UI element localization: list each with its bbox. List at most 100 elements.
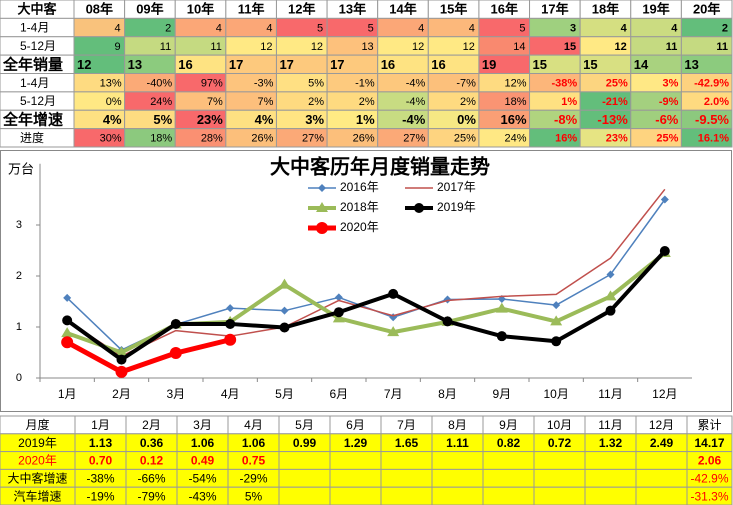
table-cell bbox=[686, 486, 733, 505]
cell-value: 0.75 bbox=[242, 454, 266, 468]
header-text: 11年 bbox=[238, 2, 265, 17]
cell-value: -31.3% bbox=[690, 489, 728, 503]
cell-value: 2 bbox=[165, 22, 171, 34]
header-text: 12月 bbox=[649, 418, 674, 432]
cell-value: 0.12 bbox=[140, 454, 164, 468]
legend-label: 2018年 bbox=[340, 200, 379, 214]
series-line bbox=[66, 188, 666, 357]
cell-value: 0.36 bbox=[140, 436, 164, 450]
marker bbox=[606, 270, 615, 279]
header-text: 10月 bbox=[547, 418, 572, 432]
cell-value: 2% bbox=[460, 96, 476, 108]
cell-value: 14.17 bbox=[694, 436, 724, 450]
header-text: 6月 bbox=[346, 418, 365, 432]
cell-value: 23% bbox=[606, 133, 628, 145]
marker bbox=[332, 312, 345, 323]
cell-value: 12 bbox=[615, 41, 627, 53]
cell-value: 5 bbox=[519, 22, 525, 34]
marker bbox=[387, 326, 400, 337]
cell-value: 4% bbox=[103, 112, 122, 127]
table-cell bbox=[482, 486, 535, 505]
table-cell bbox=[431, 468, 484, 488]
cell-value: 11 bbox=[210, 41, 221, 53]
cell-value: -9.5% bbox=[695, 112, 729, 127]
table-cell bbox=[635, 451, 688, 470]
y-tick-label: 1 bbox=[16, 321, 22, 333]
cell-value: 12 bbox=[260, 41, 272, 53]
marker bbox=[170, 318, 181, 329]
row-label: 1-4月 bbox=[20, 76, 49, 90]
table-cell bbox=[278, 468, 331, 488]
marker bbox=[169, 347, 182, 360]
header-text: 4月 bbox=[244, 418, 263, 432]
header-text: 15年 bbox=[440, 2, 467, 17]
cell-value: -7% bbox=[456, 78, 476, 90]
cell-value: 18% bbox=[505, 96, 527, 108]
marker bbox=[318, 184, 326, 192]
cell-value: 16% bbox=[555, 133, 577, 145]
cell-value: -66% bbox=[137, 471, 165, 485]
header-text: 09年 bbox=[136, 2, 163, 17]
header-text: 2月 bbox=[142, 418, 161, 432]
cell-value: 14 bbox=[634, 57, 649, 72]
marker bbox=[62, 315, 73, 326]
cell-value: 2.0% bbox=[704, 96, 729, 108]
header-text: 大中客 bbox=[17, 2, 57, 17]
table-cell bbox=[278, 486, 331, 505]
series-line bbox=[65, 337, 231, 375]
marker bbox=[224, 333, 237, 346]
cell-value: 1.11 bbox=[446, 436, 469, 450]
marker bbox=[115, 346, 128, 357]
cell-value: 0.49 bbox=[191, 454, 215, 468]
marker bbox=[61, 336, 74, 349]
table-cell bbox=[431, 451, 484, 470]
header-text: 8月 bbox=[448, 418, 467, 432]
cell-value: 4% bbox=[255, 112, 274, 127]
cell-value: 0% bbox=[106, 96, 122, 108]
cell-value: 4 bbox=[621, 22, 628, 34]
cell-value: 16% bbox=[501, 112, 527, 127]
cell-value: 3 bbox=[570, 22, 576, 34]
header-text: 08年 bbox=[86, 2, 113, 17]
cell-value: 25% bbox=[454, 133, 476, 145]
cell-value: 13% bbox=[100, 78, 122, 90]
cell-value: 5% bbox=[308, 78, 324, 90]
cell-value: 18% bbox=[150, 133, 172, 145]
marker bbox=[280, 306, 289, 315]
cell-value: 19 bbox=[482, 57, 496, 72]
cell-value: -6% bbox=[655, 112, 679, 127]
row-label: 2019年 bbox=[18, 436, 57, 450]
cell-value: 15 bbox=[564, 41, 576, 53]
cell-value: 16 bbox=[431, 57, 445, 72]
cell-value: 14 bbox=[513, 41, 525, 53]
cell-value: -79% bbox=[137, 489, 165, 503]
cell-value: 7% bbox=[258, 96, 274, 108]
cell-value: -42.9% bbox=[690, 471, 728, 485]
y-axis-label: 万台 bbox=[8, 161, 34, 176]
cell-value: 17 bbox=[330, 57, 344, 72]
table-cell bbox=[482, 451, 535, 470]
cell-value: 25% bbox=[656, 133, 678, 145]
cell-value: 11 bbox=[666, 41, 678, 53]
cell-value: 12% bbox=[505, 78, 527, 90]
table-cell bbox=[329, 451, 382, 470]
marker bbox=[604, 290, 617, 301]
cell-value: 4 bbox=[671, 22, 678, 34]
cell-value: 1.32 bbox=[599, 436, 623, 450]
cell-value: 15 bbox=[583, 57, 597, 72]
x-tick-label: 7月 bbox=[384, 387, 403, 401]
cell-value: 1% bbox=[356, 112, 375, 127]
cell-value: 2% bbox=[308, 96, 324, 108]
table-cell bbox=[380, 468, 433, 488]
cell-value: 25% bbox=[606, 78, 628, 90]
cell-value: 3% bbox=[305, 112, 324, 127]
header-text: 累计 bbox=[697, 418, 721, 432]
header-text: 11月 bbox=[598, 418, 622, 432]
cell-value: 26% bbox=[251, 133, 273, 145]
cell-value: 26% bbox=[353, 133, 375, 145]
legend-label: 2017年 bbox=[437, 180, 476, 194]
cell-value: -4% bbox=[402, 112, 426, 127]
cell-value: 11 bbox=[716, 41, 728, 53]
cell-value: 0.82 bbox=[497, 436, 521, 450]
